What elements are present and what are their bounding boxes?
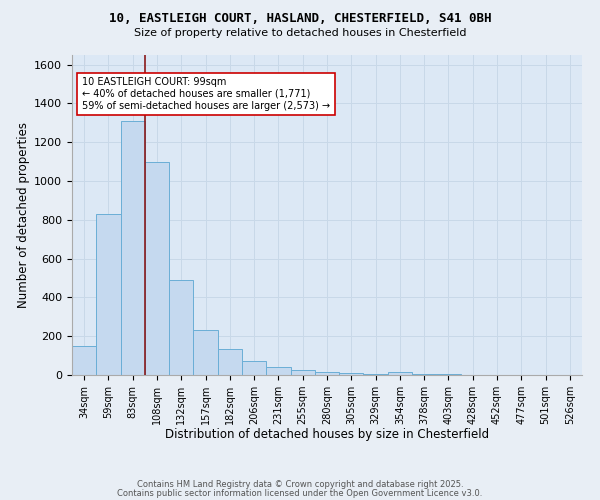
Bar	[242, 362, 266, 375]
Bar	[193, 330, 218, 375]
Text: 10, EASTLEIGH COURT, HASLAND, CHESTERFIELD, S41 0BH: 10, EASTLEIGH COURT, HASLAND, CHESTERFIE…	[109, 12, 491, 26]
Bar	[96, 214, 121, 375]
Bar	[436, 374, 461, 375]
Bar	[145, 162, 169, 375]
Bar	[412, 374, 436, 375]
Y-axis label: Number of detached properties: Number of detached properties	[17, 122, 30, 308]
Bar	[266, 367, 290, 375]
Bar	[290, 370, 315, 375]
Text: Size of property relative to detached houses in Chesterfield: Size of property relative to detached ho…	[134, 28, 466, 38]
Text: 10 EASTLEIGH COURT: 99sqm
← 40% of detached houses are smaller (1,771)
59% of se: 10 EASTLEIGH COURT: 99sqm ← 40% of detac…	[82, 78, 331, 110]
Bar	[388, 372, 412, 375]
Bar	[121, 121, 145, 375]
Bar	[315, 372, 339, 375]
Bar	[364, 374, 388, 375]
Bar	[169, 280, 193, 375]
Bar	[72, 346, 96, 375]
Bar	[339, 374, 364, 375]
Text: Contains public sector information licensed under the Open Government Licence v3: Contains public sector information licen…	[118, 488, 482, 498]
Bar	[218, 349, 242, 375]
Text: Contains HM Land Registry data © Crown copyright and database right 2025.: Contains HM Land Registry data © Crown c…	[137, 480, 463, 489]
X-axis label: Distribution of detached houses by size in Chesterfield: Distribution of detached houses by size …	[165, 428, 489, 442]
